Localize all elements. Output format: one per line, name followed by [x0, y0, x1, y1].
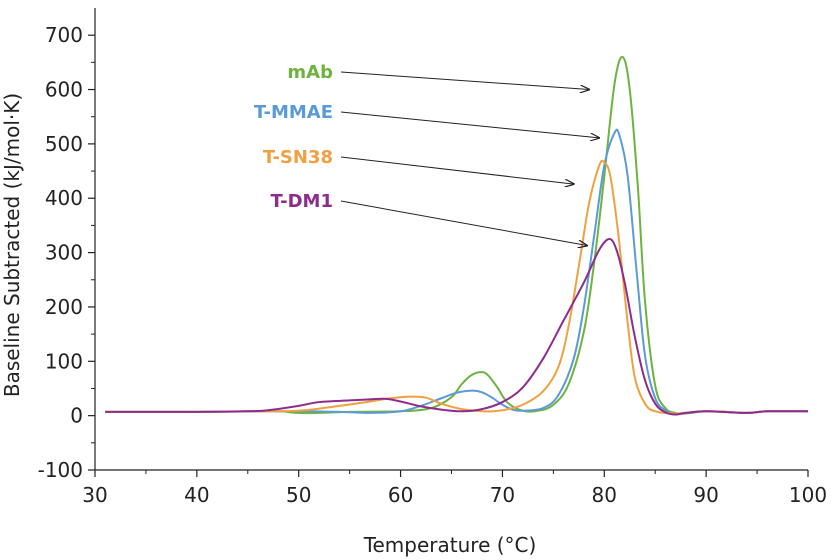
series-layer	[105, 55, 809, 416]
y-axis-title: Baseline Subtracted (kJ/mol·K)	[0, 93, 24, 397]
series-line-t-sn38	[105, 159, 809, 415]
arrow-t-dm1	[340, 200, 587, 246]
x-tick-label: 50	[286, 483, 311, 507]
y-tick-label: 400	[45, 186, 83, 210]
series-line-t-mmae	[105, 128, 809, 416]
y-tick-label: 700	[45, 23, 83, 47]
y-tick-label: 500	[45, 132, 83, 156]
x-tick-label: 70	[490, 483, 515, 507]
annotation-layer: mAb T-MMAE T-SN38 T-DM1	[254, 62, 599, 246]
y-tick-label: 600	[45, 78, 83, 102]
x-tick-label: 100	[789, 483, 827, 507]
y-tick-label: 300	[45, 241, 83, 265]
x-tick-label: 60	[388, 483, 413, 507]
y-tick-label: 200	[45, 295, 83, 319]
x-tick-label: 30	[82, 483, 107, 507]
y-tick-label: 0	[70, 404, 83, 428]
series-line-t-dm1	[105, 238, 809, 416]
label-mab: mAb	[287, 62, 333, 83]
label-t-sn38: T-SN38	[263, 147, 333, 168]
x-tick-label: 40	[184, 483, 209, 507]
x-tick-label: 90	[693, 483, 718, 507]
x-axis-title: Temperature (°C)	[363, 533, 537, 557]
arrow-t-sn38	[340, 156, 574, 184]
x-tick-label: 80	[592, 483, 617, 507]
arrow-mab	[340, 71, 589, 90]
label-t-dm1: T-DM1	[271, 191, 333, 212]
label-t-mmae: T-MMAE	[254, 102, 333, 123]
series-line-mab	[105, 55, 809, 415]
axes: -100 0 100 200 300 400 500 600 700 30 40 50 60 70 80 90…	[38, 8, 827, 507]
y-tick-label: -100	[38, 458, 83, 482]
arrow-t-mmae	[340, 111, 599, 138]
y-tick-label: 100	[45, 349, 83, 373]
